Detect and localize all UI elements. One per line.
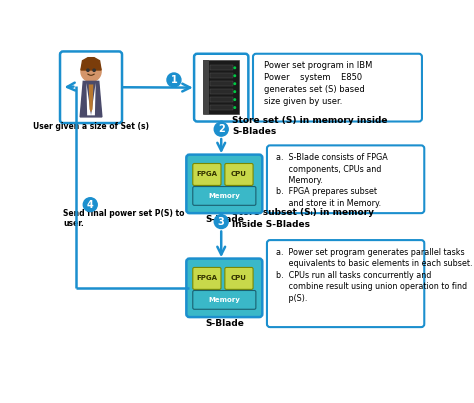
FancyBboxPatch shape: [186, 155, 262, 213]
FancyBboxPatch shape: [267, 240, 424, 327]
Polygon shape: [80, 81, 102, 117]
FancyBboxPatch shape: [267, 145, 424, 213]
Text: a.  Power set program generates parallel tasks
     equivalents to basic element: a. Power set program generates parallel …: [276, 248, 473, 303]
Text: FPGA: FPGA: [196, 275, 218, 281]
Bar: [210, 73, 233, 78]
Circle shape: [234, 99, 236, 100]
FancyBboxPatch shape: [203, 60, 239, 114]
Circle shape: [234, 83, 236, 85]
FancyBboxPatch shape: [193, 268, 221, 289]
FancyBboxPatch shape: [193, 291, 256, 309]
FancyBboxPatch shape: [193, 164, 221, 185]
Bar: [210, 105, 233, 110]
Text: CPU: CPU: [231, 171, 247, 177]
Circle shape: [167, 73, 181, 87]
FancyBboxPatch shape: [186, 259, 262, 317]
Text: Store subset (Sᵢ) in memory
inside S-Blades: Store subset (Sᵢ) in memory inside S-Bla…: [232, 208, 374, 229]
Circle shape: [214, 215, 228, 229]
FancyBboxPatch shape: [225, 268, 253, 289]
Bar: [210, 89, 233, 94]
Circle shape: [234, 107, 236, 108]
Text: a.  S-Blade consists of FPGA
     components, CPUs and
     Memory.
b.  FPGA pre: a. S-Blade consists of FPGA components, …: [276, 153, 388, 208]
Circle shape: [234, 91, 236, 92]
Text: FPGA: FPGA: [196, 171, 218, 177]
Circle shape: [83, 198, 97, 212]
Circle shape: [87, 69, 89, 71]
Text: Power set program in IBM
Power    system    E850
generates set (S) based
size gi: Power set program in IBM Power system E8…: [264, 61, 372, 106]
Circle shape: [81, 62, 101, 81]
Circle shape: [93, 69, 95, 71]
FancyBboxPatch shape: [253, 54, 422, 122]
FancyBboxPatch shape: [60, 52, 122, 123]
Text: CPU: CPU: [231, 275, 247, 281]
Polygon shape: [89, 85, 93, 112]
FancyBboxPatch shape: [194, 54, 248, 122]
Bar: [210, 97, 233, 102]
Polygon shape: [91, 83, 96, 115]
FancyBboxPatch shape: [225, 164, 253, 185]
Circle shape: [234, 75, 236, 77]
Text: S-Blade: S-Blade: [205, 215, 244, 224]
Circle shape: [234, 67, 236, 69]
Bar: [210, 65, 233, 70]
Polygon shape: [86, 83, 91, 115]
Text: 4: 4: [87, 199, 94, 210]
Text: User given a size of Set (s): User given a size of Set (s): [33, 122, 149, 131]
Polygon shape: [81, 58, 101, 70]
Bar: [210, 81, 233, 86]
Text: Store set (S) in memory inside
S-Blades: Store set (S) in memory inside S-Blades: [232, 116, 388, 136]
Text: 3: 3: [218, 216, 225, 226]
Text: 1: 1: [171, 75, 177, 85]
Bar: [88, 75, 94, 80]
Text: S-Blade: S-Blade: [205, 319, 244, 328]
Text: Send final power set P(S) to
user.: Send final power set P(S) to user.: [63, 208, 185, 228]
Text: Memory: Memory: [209, 297, 240, 303]
Circle shape: [214, 122, 228, 136]
Text: Memory: Memory: [209, 193, 240, 199]
Text: 2: 2: [218, 124, 225, 134]
Bar: [203, 60, 209, 114]
FancyBboxPatch shape: [193, 187, 256, 205]
